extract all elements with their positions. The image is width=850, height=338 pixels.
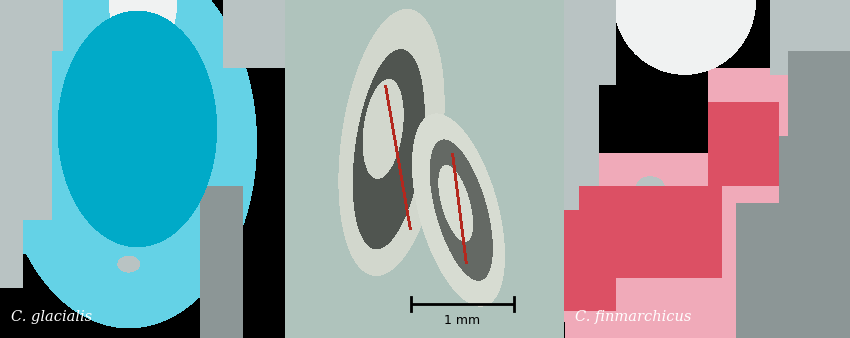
Text: C. glacialis: C. glacialis: [11, 310, 93, 324]
Text: C. finmarchicus: C. finmarchicus: [575, 310, 692, 324]
Text: 1 mm: 1 mm: [444, 314, 480, 327]
